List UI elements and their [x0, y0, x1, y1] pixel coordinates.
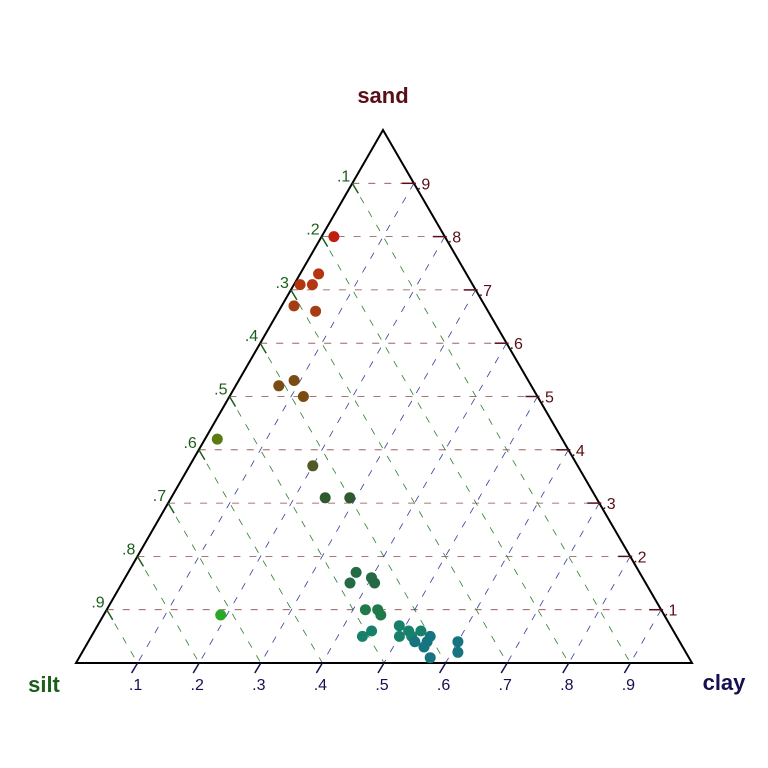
tick-label-sand: .7	[479, 283, 492, 300]
data-point	[310, 305, 322, 317]
tick-mark-clay	[623, 662, 632, 674]
tick-mark-clay	[562, 662, 570, 674]
tick-label-clay: .6	[437, 677, 450, 694]
tick-label-sand: .2	[633, 549, 646, 566]
tick-label-clay: .1	[129, 677, 142, 694]
tick-label-silt: .3	[276, 275, 289, 292]
data-point	[356, 630, 368, 642]
data-point	[294, 279, 306, 291]
data-point	[344, 492, 356, 504]
gridline-clay	[568, 556, 631, 664]
tick-label-clay: .4	[314, 677, 327, 694]
triangle-frame	[74, 128, 694, 664]
data-point	[366, 625, 378, 637]
tick-mark-silt	[351, 182, 359, 194]
data-point	[319, 492, 331, 504]
tick-label-sand: .3	[602, 496, 615, 513]
data-point	[424, 652, 436, 664]
tick-mark-clay	[438, 662, 447, 674]
data-point	[393, 620, 405, 632]
data-point	[288, 300, 300, 312]
tick-mark-clay	[315, 662, 324, 674]
data-points	[211, 231, 464, 664]
tick-label-sand: .9	[417, 176, 430, 193]
vertex-label-silt: silt	[28, 672, 60, 697]
tick-label-silt: .9	[91, 595, 104, 612]
tick-mark-silt	[198, 449, 206, 461]
gridline-silt	[106, 609, 138, 664]
data-point	[307, 460, 319, 472]
tick-label-silt: .6	[183, 435, 196, 452]
tick-mark-clay	[192, 662, 200, 674]
data-point	[306, 279, 318, 291]
tick-label-silt: .7	[153, 488, 166, 505]
data-point	[211, 433, 223, 445]
tick-mark-silt	[259, 342, 267, 354]
data-point	[215, 609, 227, 621]
data-point	[452, 636, 464, 648]
tick-mark-silt	[106, 609, 114, 621]
tick-label-clay: .8	[560, 677, 573, 694]
tick-mark-clay	[377, 662, 385, 674]
tick-label-silt: .2	[306, 222, 319, 239]
tick-mark-silt	[320, 236, 329, 247]
gridline-clay	[260, 289, 477, 664]
tick-label-silt: .5	[214, 382, 227, 399]
data-point	[288, 375, 300, 386]
gridline-clay	[198, 236, 446, 664]
tick-mark-clay	[130, 662, 139, 674]
data-point	[418, 641, 430, 653]
tick-mark-silt	[290, 289, 298, 301]
data-point	[375, 609, 387, 621]
gridline-silt	[351, 183, 631, 664]
gridline-clay	[630, 609, 662, 664]
data-point	[313, 268, 325, 280]
gridline-silt	[137, 556, 200, 664]
data-point	[297, 391, 309, 402]
gridline-silt	[229, 396, 385, 664]
gridline-silt	[167, 502, 262, 664]
data-point	[328, 231, 340, 243]
data-point	[409, 636, 421, 648]
tick-mark-silt	[136, 556, 145, 567]
data-point	[350, 566, 362, 578]
tick-label-silt: .8	[122, 541, 135, 558]
gridline-clay	[137, 183, 415, 664]
data-point	[369, 577, 381, 589]
data-point	[273, 380, 285, 392]
vertex-label-clay: clay	[703, 670, 747, 695]
tick-label-sand: .1	[664, 603, 677, 620]
tick-label-sand: .6	[510, 336, 523, 353]
tick-mark-silt	[167, 502, 175, 514]
grid-lines	[106, 182, 662, 664]
tick-label-sand: .8	[448, 230, 461, 247]
tick-mark-clay	[254, 662, 262, 674]
tick-label-sand: .5	[541, 390, 554, 407]
data-point	[393, 630, 405, 642]
axis-ticks: .1 .1 .1 .2 .2 .2 .3 .3 .3 .4 .4 .4 .5 .5 .5 .6 .6 .6 .7 .7…	[91, 168, 677, 694]
data-point	[344, 577, 356, 589]
gridline-silt	[290, 289, 508, 664]
tick-label-silt: .4	[245, 328, 258, 345]
gridline-clay	[506, 502, 600, 664]
data-point	[415, 625, 427, 637]
gridline-clay	[383, 396, 538, 664]
data-point	[359, 604, 371, 616]
tick-label-clay: .7	[499, 677, 512, 694]
tick-mark-silt	[228, 396, 237, 407]
tick-label-silt: .1	[337, 168, 350, 185]
tick-label-clay: .2	[191, 677, 204, 694]
tick-label-sand: .4	[571, 443, 584, 460]
tick-label-clay: .3	[252, 677, 265, 694]
tick-label-clay: .5	[375, 677, 388, 694]
tick-label-clay: .9	[622, 677, 635, 694]
tick-mark-clay	[500, 662, 508, 674]
data-point	[452, 646, 464, 658]
vertex-label-sand: sand	[357, 83, 408, 108]
